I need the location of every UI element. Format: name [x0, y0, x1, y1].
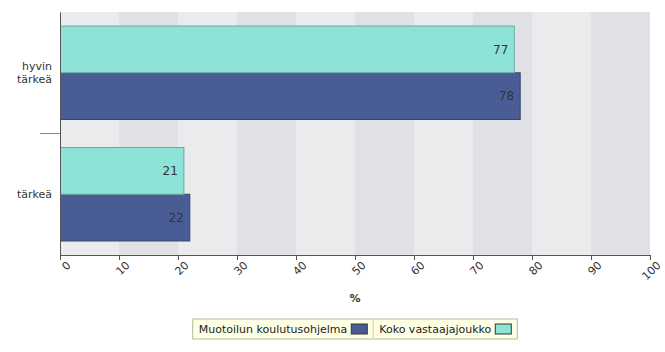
tick: 40 [290, 255, 309, 278]
category-tick: tärkeä [17, 188, 52, 201]
tick-mark [237, 255, 238, 260]
tick-mark [178, 255, 179, 260]
bar [60, 148, 184, 195]
tick-mark [355, 255, 356, 260]
tick-mark [414, 255, 415, 260]
tick-label: 40 [290, 259, 309, 278]
bar [60, 194, 190, 241]
plot-background [60, 12, 650, 255]
tick-label: 70 [467, 259, 486, 278]
tick: 10 [113, 255, 132, 278]
tick: 50 [349, 255, 368, 278]
data-label: 77 [493, 43, 508, 57]
tick-label: 60 [408, 259, 427, 278]
bars [60, 26, 520, 241]
category-label: tärkeä [17, 188, 52, 201]
data-label: 22 [169, 211, 184, 225]
tick-label: 90 [585, 259, 604, 278]
category-tick: hyvintärkeä [17, 60, 52, 86]
chart: 78 22 77 21 0 10 20 30 40 50 60 70 80 90 100 hyvintärke… [0, 0, 665, 352]
legend-box [193, 319, 518, 339]
tick: 90 [585, 255, 604, 278]
axis-line [61, 256, 651, 261]
tick-label: 80 [526, 259, 545, 278]
tick-label: 100 [640, 259, 664, 283]
legend-item: Koko vastaajajoukko [379, 323, 511, 336]
tick: 60 [408, 255, 427, 278]
category-separator [40, 133, 60, 134]
tick-label: 30 [231, 259, 250, 278]
grid-band [591, 12, 650, 255]
legend-swatch [351, 324, 367, 334]
tick-label: 10 [113, 259, 132, 278]
tick: 100 [640, 255, 664, 283]
legend-item: Muotoilun koulutusohjelma [199, 323, 368, 336]
tick-mark [591, 255, 592, 260]
bar [60, 26, 514, 73]
data-labels: 78 22 77 21 [163, 43, 515, 225]
tick: 0 [59, 255, 73, 273]
tick: 30 [231, 255, 250, 278]
tick-mark [60, 255, 61, 260]
data-label: 21 [163, 164, 178, 178]
tick-label: 50 [349, 259, 368, 278]
tick: 70 [467, 255, 486, 278]
tick-mark [532, 255, 533, 260]
data-label: 78 [499, 89, 514, 103]
tick-mark [296, 255, 297, 260]
category-label: hyvintärkeä [17, 60, 52, 86]
legend-divider [373, 320, 374, 338]
tick-mark [650, 255, 651, 260]
legend-swatch [495, 324, 511, 334]
y-axis: hyvintärkeä tärkeä [17, 13, 61, 256]
tick-mark [119, 255, 120, 260]
tick-label: 20 [172, 259, 191, 278]
axis-line [60, 13, 61, 256]
legend-label: Muotoilun koulutusohjelma [199, 323, 348, 336]
tick: 20 [172, 255, 191, 278]
legend-label: Koko vastaajajoukko [379, 323, 491, 336]
axis-title: % [349, 292, 360, 305]
legend: Muotoilun koulutusohjelma Koko vastaajajo… [193, 319, 518, 339]
x-axis: 0 10 20 30 40 50 60 70 80 90 100 [59, 255, 663, 283]
tick: 80 [526, 255, 545, 278]
tick-label: 0 [59, 259, 73, 273]
bar [60, 73, 520, 120]
tick-mark [473, 255, 474, 260]
